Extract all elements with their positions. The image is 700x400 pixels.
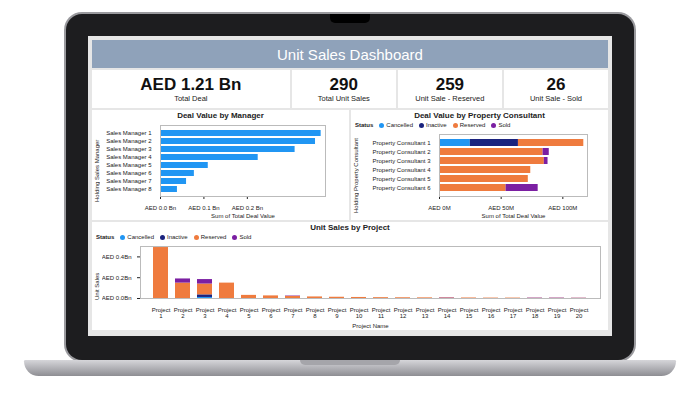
html-text:Cancelled: Cancelled <box>386 122 413 128</box>
svg-text:Project8: Project8 <box>306 307 325 319</box>
svg-text:Property Consultant 4: Property Consultant 4 <box>372 167 431 173</box>
svg-text:Project15: Project15 <box>460 307 479 319</box>
html-text:Reserved: Reserved <box>459 122 486 128</box>
svg-text:Sales Manager 6: Sales Manager 6 <box>106 170 152 176</box>
svg-text:AED 50M: AED 50M <box>488 205 514 211</box>
html-text:Total Deal: Total Deal <box>174 93 208 103</box>
svg-text:Project16: Project16 <box>482 307 501 319</box>
svg-text:AED 0.2 Bn: AED 0.2 Bn <box>232 205 263 211</box>
html-text:Cancelled: Cancelled <box>127 234 154 240</box>
html-text:Deal Value by Property Consult: Deal Value by Property Consultant <box>414 111 545 120</box>
svg-text:Project11: Project11 <box>372 307 391 319</box>
html-text:Unit Sale - Sold: Unit Sale - Sold <box>529 93 582 103</box>
svg-text:Project2: Project2 <box>174 307 193 319</box>
svg-text:Sales Manager 1: Sales Manager 1 <box>106 130 152 136</box>
svg-text:Project12: Project12 <box>394 307 413 319</box>
svg-text:Sales Manager 3: Sales Manager 3 <box>106 146 152 152</box>
svg-text:Sum of Total Deal Value: Sum of Total Deal Value <box>482 213 546 219</box>
html-text:Holding Property Consultant: Holding Property Consultant <box>353 137 359 213</box>
svg-text:Property Consultant 2: Property Consultant 2 <box>372 149 431 155</box>
svg-text:AED 100M: AED 100M <box>548 205 577 211</box>
html-text:26: 26 <box>546 74 566 94</box>
svg-text:Property Consultant 1: Property Consultant 1 <box>372 140 431 146</box>
html-text:Total Unit Sales: Total Unit Sales <box>317 93 370 103</box>
svg-text:Project20: Project20 <box>570 307 589 319</box>
svg-text:AED 0M: AED 0M <box>428 205 450 211</box>
svg-text:Sales Manager 5: Sales Manager 5 <box>106 162 152 168</box>
html-text:AED 1.21 Bn: AED 1.21 Bn <box>140 74 242 94</box>
svg-text:AED 0.4Bn: AED 0.4Bn <box>102 254 132 260</box>
html-text:Unit Sales by Project: Unit Sales by Project <box>310 223 390 232</box>
svg-text:Project1: Project1 <box>152 307 171 319</box>
svg-text:Project Name: Project Name <box>352 323 389 329</box>
svg-text:Project13: Project13 <box>416 307 435 319</box>
html-text:Unit Sale - Reserved: Unit Sale - Reserved <box>415 93 485 103</box>
svg-text:Project10: Project10 <box>350 307 369 319</box>
svg-text:Sales Manager 8: Sales Manager 8 <box>106 186 152 192</box>
html-text:Inactive: Inactive <box>426 122 447 128</box>
html-text:Unit Sales: Unit Sales <box>94 272 100 300</box>
html-text:Sold: Sold <box>498 122 511 128</box>
svg-text:Project17: Project17 <box>504 307 523 319</box>
svg-text:Project18: Project18 <box>526 307 545 319</box>
html-text:Unit Sales Dashboard: Unit Sales Dashboard <box>277 45 423 63</box>
svg-text:Property Consultant 5: Property Consultant 5 <box>372 176 431 182</box>
svg-text:Project4: Project4 <box>218 307 237 319</box>
svg-text:Property Consultant 3: Property Consultant 3 <box>372 158 431 164</box>
svg-text:Project7: Project7 <box>284 307 303 319</box>
svg-text:AED 0.1 Bn: AED 0.1 Bn <box>188 205 219 211</box>
svg-text:Project9: Project9 <box>328 307 347 319</box>
svg-text:Sales Manager 4: Sales Manager 4 <box>106 154 152 160</box>
html-text:Reserved: Reserved <box>200 234 227 240</box>
svg-text:AED 0.0Bn: AED 0.0Bn <box>102 295 132 301</box>
svg-text:Project19: Project19 <box>548 307 567 319</box>
html-text:Status: Status <box>355 122 374 128</box>
html-text:Sold: Sold <box>239 234 252 240</box>
svg-text:Project5: Project5 <box>240 307 259 319</box>
html-text:Inactive: Inactive <box>167 234 188 240</box>
html-text:Status: Status <box>96 234 115 240</box>
html-text:290: 290 <box>329 74 358 94</box>
html-text:Deal Value by Manager: Deal Value by Manager <box>177 111 264 120</box>
svg-text:Property Consultant 6: Property Consultant 6 <box>372 185 431 191</box>
svg-text:Sum of Total Deal Value: Sum of Total Deal Value <box>211 213 275 219</box>
svg-text:Project3: Project3 <box>196 307 215 319</box>
svg-text:AED 0.0 Bn: AED 0.0 Bn <box>145 205 176 211</box>
svg-text:AED 0.2Bn: AED 0.2Bn <box>102 275 132 281</box>
svg-text:Sales Manager 7: Sales Manager 7 <box>106 178 152 184</box>
html-text:259: 259 <box>435 74 464 94</box>
svg-text:Project14: Project14 <box>438 307 457 319</box>
html-text:Holding Sales Manager: Holding Sales Manager <box>94 139 100 202</box>
svg-text:Project6: Project6 <box>262 307 281 319</box>
svg-text:Sales Manager 2: Sales Manager 2 <box>106 138 152 144</box>
